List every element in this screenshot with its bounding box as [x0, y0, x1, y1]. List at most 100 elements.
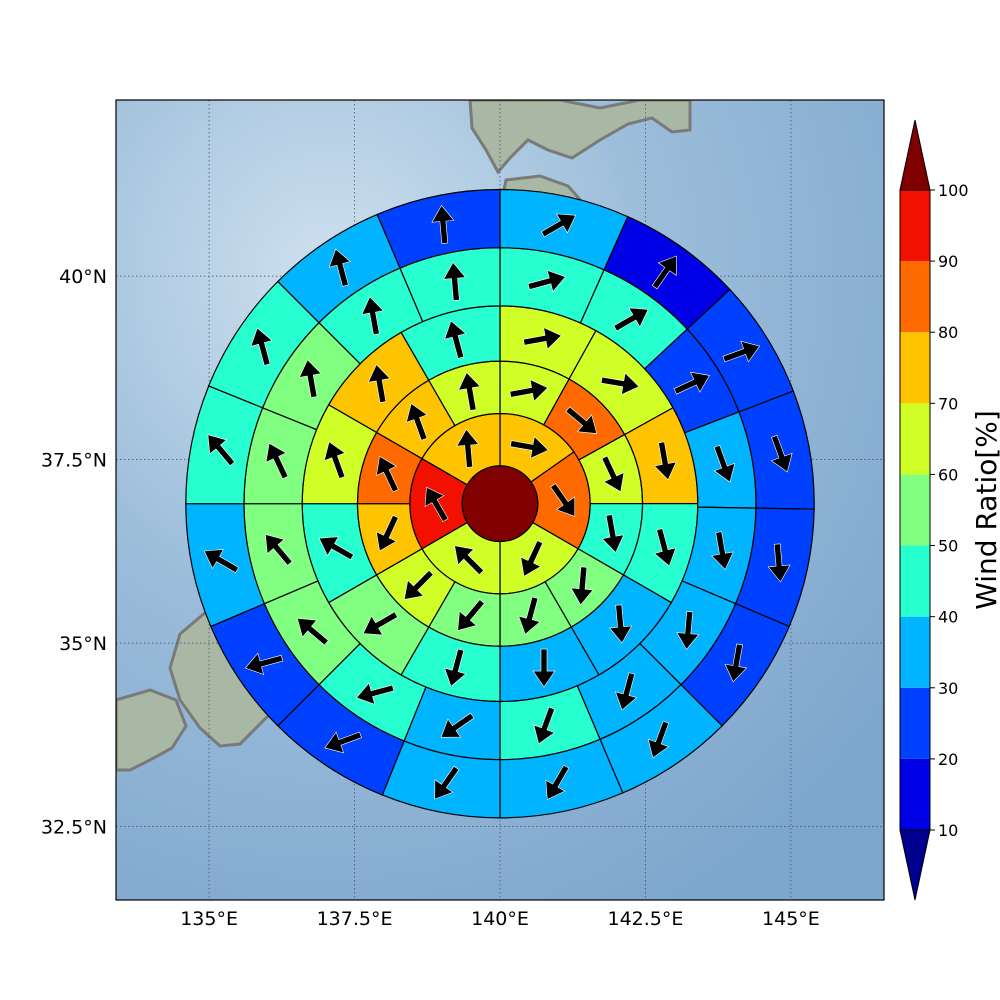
wind-arrow-ring2-3	[454, 545, 485, 576]
wind-arrow-ring3-11	[457, 372, 481, 411]
wind-arrow-ring6-7	[545, 764, 570, 800]
colorbar-tick-label: 70	[938, 394, 958, 413]
wind-arrow-ring6-13	[250, 327, 273, 366]
colorbar-tick-label: 10	[938, 821, 958, 840]
wind-arrow-ring4-0	[523, 327, 562, 350]
wind-arrow-ring5-5	[676, 611, 700, 651]
wind-arrow-ring3-4	[570, 566, 594, 606]
wind-arrow-ring5-11	[265, 533, 293, 566]
wind-arrow-ring2-5	[456, 428, 480, 468]
wind-arrow-ring4-3	[653, 528, 677, 567]
wind-arrow-ring4-7	[362, 611, 399, 636]
colorbar-tick-label: 80	[938, 323, 958, 342]
wind-arrow-ring2-4	[424, 486, 449, 523]
wind-arrow-ring5-3	[713, 445, 736, 483]
wind-arrow-ring3-3	[601, 514, 625, 554]
wind-arrow-ring6-10	[244, 652, 284, 675]
wind-arrow-ring5-14	[361, 296, 385, 336]
colorbar-segment	[900, 545, 930, 617]
wind-arrow-ring4-5	[532, 648, 556, 688]
wind-arrow-ring5-12	[265, 442, 289, 480]
wind-arrow-ring5-8	[440, 712, 475, 738]
wind-arrow-ring5-0	[527, 269, 567, 293]
wind-arrow-ring6-14	[328, 248, 352, 287]
wind-arrow-ring3-8	[376, 514, 399, 552]
colorbar-frame	[899, 189, 931, 831]
wind-arrow-ring6-0	[540, 213, 577, 238]
wind-arrow-ring4-6	[444, 648, 467, 687]
lat-tick-label: 40°N	[59, 266, 107, 288]
lon-tick-label: 140°E	[471, 908, 529, 930]
wind-arrow-ring6-6	[647, 720, 670, 759]
colorbar-tick-label: 20	[938, 750, 958, 769]
colorbar-segment	[900, 332, 930, 404]
wind-arrow-ring4-11	[444, 320, 467, 359]
lon-tick-label: 145°E	[762, 908, 820, 930]
wind-arrow-ring3-6	[457, 599, 485, 632]
colorbar-under-extension	[899, 829, 931, 901]
wind-arrow-ring6-2	[722, 340, 761, 363]
wind-arrow-ring6-4	[767, 543, 791, 583]
wind-arrow-ring3-2	[601, 455, 625, 493]
wind-arrow-ring5-15	[442, 261, 467, 301]
colorbar-segment	[900, 474, 930, 546]
wind-arrow-ring2-1	[550, 483, 576, 517]
wind-arrow-ring6-3	[770, 434, 793, 473]
wind-arrow-ring4-1	[600, 372, 640, 396]
colorbar-over-extension	[899, 119, 931, 191]
colorbar-segment	[900, 190, 930, 262]
colorbar-segment	[900, 687, 930, 759]
wind-arrow-ring3-0	[509, 379, 549, 402]
map-frame	[115, 99, 885, 901]
wind-arrow-ring5-1	[613, 307, 649, 332]
wind-arrow-ring6-15	[431, 204, 455, 244]
wind-arrow-ring5-7	[533, 706, 556, 745]
wind-arrow-ring3-9	[376, 455, 399, 493]
wind-arrow-ring6-1	[651, 255, 677, 290]
lon-tick-label: 135°E	[180, 908, 238, 930]
wind-arrow-ring4-2	[653, 441, 677, 481]
lon-tick-label: 137.5°E	[317, 908, 393, 930]
wind-arrow-ring5-2	[673, 371, 711, 395]
lat-tick-label: 32.5°N	[41, 817, 107, 839]
wind-arrow-ring4-8	[318, 536, 355, 561]
wind-arrow-ring4-10	[367, 364, 391, 403]
wind-arrow-ring4-4	[609, 604, 633, 644]
map-area	[115, 99, 885, 901]
sector-ring6-15	[376, 188, 501, 269]
colorbar-tick-label: 50	[938, 537, 958, 556]
colorbar-tick-label: 100	[938, 181, 969, 200]
colorbar-segment	[900, 261, 930, 333]
colorbar-tick-label: 40	[938, 608, 958, 627]
wind-arrow-ring5-10	[296, 617, 329, 646]
lon-tick-label: 142.5°E	[608, 908, 684, 930]
wind-arrow-ring6-12	[207, 434, 236, 467]
wind-arrow-ring6-9	[324, 731, 362, 754]
wind-arrow-ring4-9	[323, 441, 346, 479]
wind-arrow-ring3-7	[403, 569, 434, 600]
wind-arrow-ring6-8	[434, 765, 460, 800]
colorbar-tick-label: 30	[938, 679, 958, 698]
wind-arrow-ring3-5	[518, 596, 541, 635]
wind-arrow-ring6-5	[724, 643, 748, 683]
wind-arrow-ring3-10	[405, 403, 428, 441]
land-shikoku-kii	[116, 688, 188, 772]
wind-arrow-ring2-2	[520, 540, 544, 577]
wind-arrow-ring5-13	[298, 359, 322, 399]
colorbar-tick-label: 90	[938, 252, 958, 271]
colorbar-tick-label: 60	[938, 465, 958, 484]
wind-arrow-ring6-11	[203, 549, 240, 574]
wind-arrow-ring5-4	[710, 531, 734, 571]
colorbar: 10 20 30 40 50 60 70 80 90 100	[899, 119, 969, 901]
colorbar-label: Wind Ratio[%]	[970, 410, 1000, 610]
colorbar-segment	[900, 758, 930, 830]
land-hokkaido	[468, 100, 692, 175]
center-disc	[461, 465, 539, 543]
lat-tick-label: 35°N	[59, 633, 107, 655]
lat-tick-label: 37.5°N	[41, 450, 107, 472]
colorbar-segment	[900, 403, 930, 475]
wind-arrow-ring3-1	[565, 406, 598, 434]
colorbar-segment	[900, 616, 930, 688]
wind-arrow-ring5-9	[355, 682, 395, 705]
